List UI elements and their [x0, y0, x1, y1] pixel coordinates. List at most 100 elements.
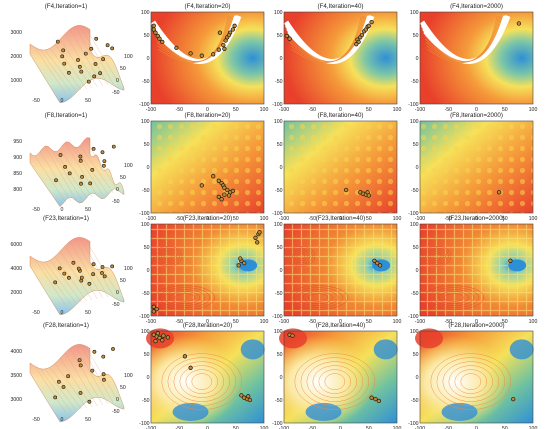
contour-line [164, 289, 206, 306]
search-agent-point [94, 36, 99, 41]
search-agent-point [216, 47, 221, 52]
panel-frame [283, 11, 398, 105]
mesh-line [49, 147, 82, 200]
x-tick-label: 100 [260, 216, 269, 222]
mesh-line [44, 146, 77, 201]
mesh-line [64, 352, 98, 407]
search-agent-point [230, 27, 236, 32]
mesh-line [49, 367, 82, 410]
x-tick-label: 0 [206, 319, 209, 325]
y-tick-label: 0 [116, 187, 119, 193]
x-tick-label: 50 [85, 98, 91, 104]
y-tick-label: 50 [413, 142, 419, 148]
contour-line [173, 361, 231, 402]
contour-panel: (F28,Iteration=20) -100 -50 0 50 100 100 50 0 -50… [139, 322, 268, 429]
panel-frame [150, 223, 265, 317]
search-agent-point [101, 57, 106, 62]
x-tick-label: -50 [32, 417, 40, 423]
search-agent-point [232, 23, 237, 28]
contour-line [427, 249, 447, 263]
search-agent-point [236, 263, 241, 268]
search-agent-point [225, 187, 230, 193]
x-tick-label: 50 [366, 216, 372, 222]
y-tick-label: -50 [411, 79, 419, 85]
panel-title: (F8,Iteration=2000) [450, 112, 503, 119]
surface-mesh [29, 25, 125, 104]
search-agent-point [366, 193, 371, 198]
y-tick-label: -50 [142, 79, 150, 85]
mesh-line [74, 238, 109, 298]
contour-line [167, 357, 237, 406]
search-agent-point [87, 399, 92, 404]
mesh-line [34, 155, 66, 203]
y-tick-label: -50 [275, 291, 283, 297]
x-tick-label: 100 [529, 107, 538, 113]
contour-line [292, 287, 344, 308]
mesh-line [34, 47, 66, 94]
y-tick-label: -100 [272, 421, 282, 427]
contour-texture [284, 121, 397, 213]
search-agent-point [91, 272, 96, 277]
contour-panel: (F23,Iteration=20) -100 -50 0 50 100 100 50 0 -50… [139, 215, 268, 325]
search-agent-point [359, 32, 365, 38]
y-tick-label: 0 [416, 56, 419, 62]
contour-line [158, 249, 178, 263]
search-agent-point [102, 274, 107, 279]
search-agent-point [211, 52, 216, 57]
mesh-line [59, 251, 93, 301]
x-tick-label: 100 [393, 107, 402, 113]
contour-line [174, 293, 196, 302]
y-tick-label: 100 [124, 266, 133, 272]
x-tick-label: -50 [309, 319, 317, 325]
y-tick-label: 0 [147, 165, 150, 171]
x-tick-label: 0 [61, 98, 64, 104]
y-tick-label: 50 [413, 245, 419, 251]
x-tick-label: 50 [502, 426, 508, 429]
mesh-line [59, 39, 93, 89]
z-tick-label: 3000 [10, 397, 22, 403]
search-agent-point [111, 144, 116, 149]
z-tick-label: 4000 [10, 266, 22, 272]
search-agent-point [57, 379, 61, 384]
y-tick-label: 50 [120, 385, 126, 391]
y-tick-label: -50 [275, 79, 283, 85]
search-agent-point [516, 21, 522, 26]
search-agent-point [55, 39, 60, 44]
search-agent-point [222, 46, 227, 51]
contour-line [291, 249, 311, 263]
search-agent-point [257, 230, 262, 235]
y-tick-label: 0 [116, 78, 119, 84]
x-tick-label: 0 [475, 319, 478, 325]
minimum-basin [172, 402, 209, 421]
contour-line [460, 373, 482, 390]
search-agent-point [88, 181, 93, 186]
search-agent-point [93, 62, 98, 66]
x-tick-label: 0 [206, 107, 209, 113]
search-agent-point [61, 385, 66, 389]
x-tick-label: 50 [85, 207, 91, 213]
search-agent-point [87, 281, 92, 286]
minimum-basin [441, 402, 478, 421]
panel-frame [283, 223, 398, 317]
contour-line [163, 253, 173, 260]
x-tick-label: -50 [32, 98, 40, 104]
search-agent-point [92, 349, 97, 354]
contour-texture [420, 121, 533, 213]
mesh-line [79, 145, 114, 194]
x-tick-label: 50 [85, 417, 91, 423]
x-tick-label: 50 [233, 107, 239, 113]
contour-line [191, 373, 213, 390]
z-tick-label: 950 [13, 139, 22, 145]
y-tick-label: -50 [411, 188, 419, 194]
surface-title: (F28,Iteration=1) [43, 322, 89, 329]
search-agent-point [77, 358, 82, 363]
panel-frame [150, 120, 265, 214]
x-tick-label: -50 [309, 107, 317, 113]
y-tick-label: 50 [413, 33, 419, 39]
x-tick-label: 100 [393, 216, 402, 222]
search-agent-point [91, 146, 96, 151]
search-agent-point [221, 42, 226, 48]
panel-title: (F4,Iteration=20) [185, 3, 231, 10]
